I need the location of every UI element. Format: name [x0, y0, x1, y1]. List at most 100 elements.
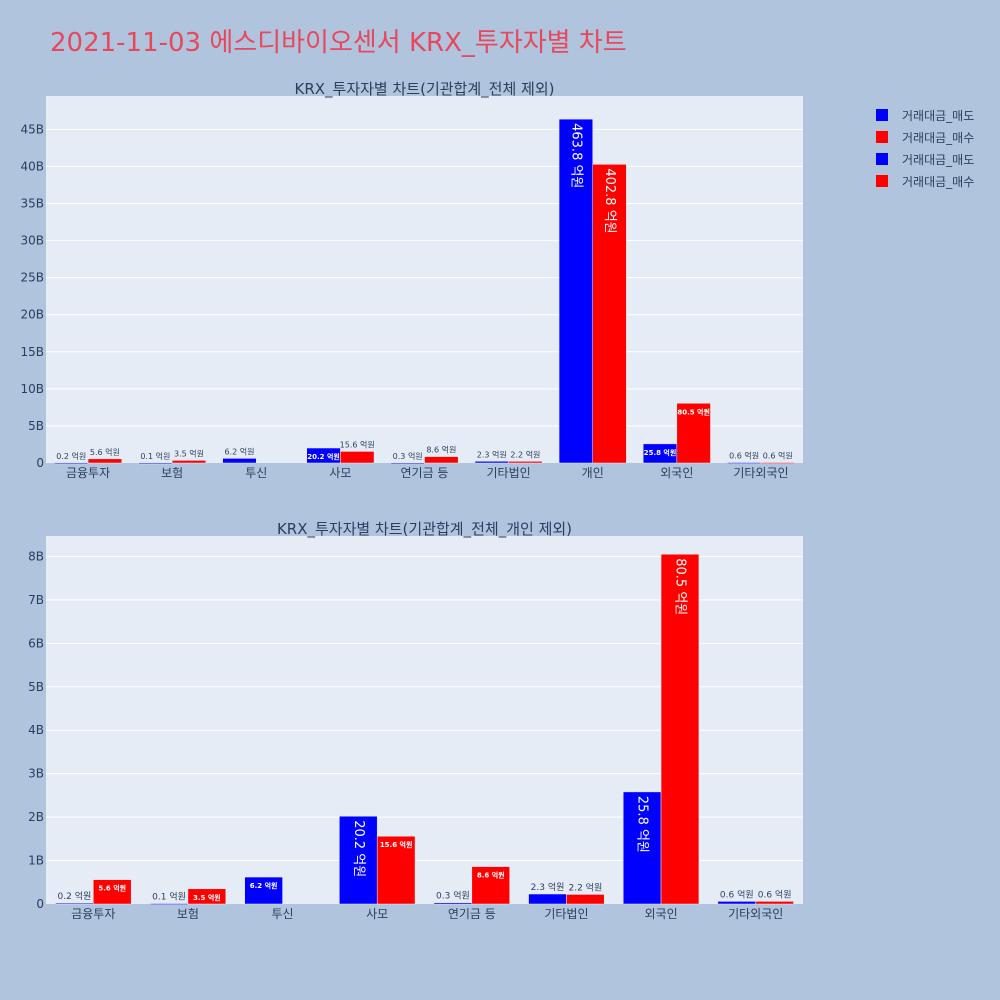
- bar-buy: [376, 835, 416, 905]
- data-label: 0.1 억원: [140, 451, 170, 461]
- bar-buy: [471, 866, 510, 905]
- bar-buy: [87, 458, 122, 464]
- x-tick-label: 보험: [161, 466, 183, 480]
- data-label: 2.2 억원: [568, 881, 602, 893]
- data-label: 0.2 억원: [56, 451, 86, 461]
- legend: 거래대금_매도 거래대금_매수 거래대금_매도 거래대금_매수: [872, 104, 974, 192]
- y-tick-label: 8B: [28, 549, 44, 563]
- bar-buy: [760, 462, 795, 464]
- legend-swatch-sell: [876, 153, 888, 165]
- bar-sell: [149, 903, 189, 905]
- bar-buy: [340, 451, 375, 464]
- legend-swatch-buy: [876, 131, 888, 143]
- y-tick-label: 35B: [20, 197, 44, 211]
- legend-label: 거래대금_매도: [902, 108, 975, 123]
- legend-label: 거래대금_매도: [902, 152, 975, 167]
- data-label: 0.1 억원: [152, 891, 186, 903]
- data-label: 20.2 억원: [307, 452, 340, 461]
- data-label: 0.3 억원: [436, 890, 470, 902]
- bar-sell: [474, 461, 509, 464]
- data-label: 3.5 억원: [174, 448, 204, 458]
- bar-buy: [592, 164, 627, 464]
- legend-item[interactable]: 거래대금_매수: [872, 126, 974, 148]
- x-tick-label: 외국인: [645, 907, 678, 921]
- y-tick-label: 6B: [28, 636, 44, 650]
- bar-buy: [171, 460, 207, 464]
- x-tick-label: 보험: [177, 907, 199, 921]
- data-label: 0.6 억원: [758, 888, 792, 900]
- bar-buy: [660, 553, 700, 905]
- legend-label: 거래대금_매수: [902, 174, 975, 189]
- y-tick-label: 5B: [28, 680, 44, 694]
- legend-item[interactable]: 거래대금_매도: [872, 148, 974, 170]
- y-tick-label: 15B: [20, 345, 44, 359]
- data-label: 15.6 억원: [380, 840, 413, 849]
- y-tick-label: 30B: [20, 234, 44, 248]
- bar-sell: [222, 458, 257, 464]
- chart-title: KRX_투자자별 차트(기관합계_전체_개인 제외): [277, 520, 572, 539]
- y-tick-label: 4B: [28, 723, 44, 737]
- data-label: 25.8 억원: [635, 796, 650, 853]
- data-label: 20.2 억원: [351, 820, 366, 877]
- plot-area: [46, 96, 803, 463]
- data-label: 6.2 억원: [224, 446, 254, 456]
- y-tick-label: 7B: [28, 593, 44, 607]
- y-tick-label: 20B: [20, 308, 44, 322]
- data-label: 0.6 억원: [720, 888, 754, 900]
- bar-sell: [433, 902, 473, 905]
- bar-sell: [55, 902, 94, 905]
- data-label: 8.6 억원: [426, 445, 456, 455]
- y-tick-label: 5B: [28, 419, 44, 433]
- y-tick-label: 3B: [28, 767, 44, 781]
- bar-sell: [244, 876, 283, 905]
- chart-title: KRX_투자자별 차트(기관합계_전체 제외): [295, 80, 555, 99]
- x-tick-label: 연기금 등: [448, 907, 496, 921]
- data-label: 80.5 억원: [677, 407, 710, 416]
- x-tick-label: 금융투자: [66, 466, 110, 480]
- bar-sell: [54, 462, 89, 465]
- legend-item[interactable]: 거래대금_매수: [872, 170, 974, 192]
- x-tick-label: 외국인: [660, 466, 693, 480]
- x-tick-label: 투신: [272, 907, 294, 921]
- data-label: 15.6 억원: [340, 439, 375, 449]
- x-tick-label: 사모: [329, 466, 351, 480]
- legend-swatch-sell: [876, 109, 888, 121]
- x-tick-label: 투신: [245, 466, 267, 480]
- data-label: 2.3 억원: [531, 881, 565, 893]
- data-label: 463.8 억원: [568, 123, 583, 188]
- y-tick-label: 0: [36, 897, 44, 911]
- y-tick-label: 25B: [20, 271, 44, 285]
- y-tick-label: 1B: [28, 854, 44, 868]
- data-label: 25.8 억원: [644, 448, 677, 457]
- x-tick-label: 사모: [366, 907, 388, 921]
- bar-sell: [339, 815, 378, 905]
- bar-sell: [138, 462, 173, 465]
- y-tick-label: 10B: [20, 382, 44, 396]
- legend-swatch-buy: [876, 175, 888, 187]
- y-tick-label: 0: [36, 456, 44, 470]
- bar-buy: [424, 456, 459, 464]
- y-tick-label: 40B: [20, 159, 44, 173]
- data-label: 0.6 억원: [763, 451, 793, 461]
- page-title: 2021-11-03 에스디바이오센서 KRX_투자자별 차트: [50, 28, 627, 58]
- data-label: 0.6 억원: [729, 451, 759, 461]
- y-tick-label: 45B: [20, 122, 44, 136]
- data-label: 6.2 억원: [250, 881, 278, 890]
- y-tick-label: 2B: [28, 810, 44, 824]
- x-tick-label: 개인: [582, 466, 604, 480]
- data-label: 8.6 억원: [477, 871, 505, 880]
- x-tick-label: 기타법인: [487, 466, 531, 480]
- bar-sell: [390, 462, 425, 465]
- data-label: 80.5 억원: [672, 558, 687, 615]
- data-label: 0.3 억원: [393, 451, 423, 461]
- bar-buy: [93, 879, 132, 905]
- x-tick-label: 기타외국인: [733, 466, 788, 480]
- legend-item[interactable]: 거래대금_매도: [872, 104, 974, 126]
- bar-buy: [187, 888, 227, 905]
- bar-sell: [558, 118, 593, 464]
- bar-buy: [755, 901, 794, 905]
- data-label: 0.2 억원: [58, 890, 92, 902]
- bar-sell: [622, 791, 662, 905]
- data-label: 3.5 억원: [193, 893, 221, 902]
